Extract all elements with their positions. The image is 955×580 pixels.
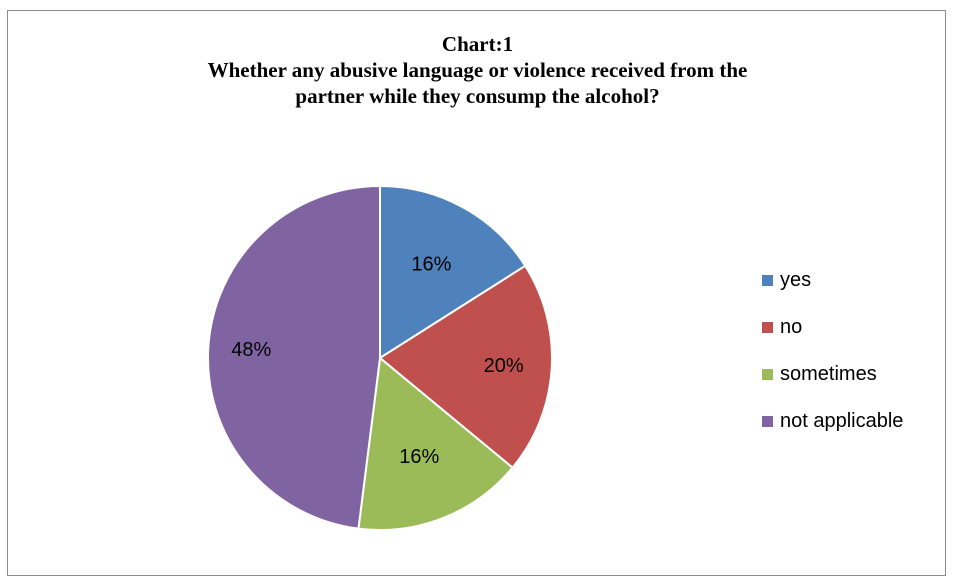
legend-swatch-not-applicable xyxy=(762,415,773,427)
legend-label-not-applicable: not applicable xyxy=(780,409,904,432)
pie-slice-sometimes xyxy=(357,356,514,531)
pie-slice-no xyxy=(378,264,553,470)
chart-title-line-2: Whether any abusive language or violence… xyxy=(207,58,748,82)
slice-label-sometimes: 16% xyxy=(399,446,439,468)
legend-label-yes: yes xyxy=(780,268,812,291)
legend-item-sometimes: sometimes xyxy=(762,362,903,386)
slice-label-no: 20% xyxy=(484,355,524,377)
legend-label-sometimes: sometimes xyxy=(780,362,877,385)
legend-label-no: no xyxy=(780,315,803,338)
legend: yes no sometimes not applicable xyxy=(762,268,903,456)
chart-title-line-1: Chart:1 xyxy=(441,32,514,56)
chart-title-line-3: partner while they consump the alcohol? xyxy=(295,84,660,108)
chart-title: Chart:1 Whether any abusive language or … xyxy=(8,31,947,109)
pie-slice-not-applicable xyxy=(206,184,381,530)
slice-label-not-applicable: 48% xyxy=(231,339,271,361)
legend-swatch-yes xyxy=(762,274,773,286)
slice-label-yes: 16% xyxy=(411,254,451,276)
legend-item-no: no xyxy=(762,315,903,339)
pie-slice-yes xyxy=(379,184,527,360)
legend-item-yes: yes xyxy=(762,268,903,292)
legend-item-not-applicable: not applicable xyxy=(762,409,903,433)
legend-swatch-sometimes xyxy=(762,368,773,380)
legend-swatch-no xyxy=(762,321,773,333)
